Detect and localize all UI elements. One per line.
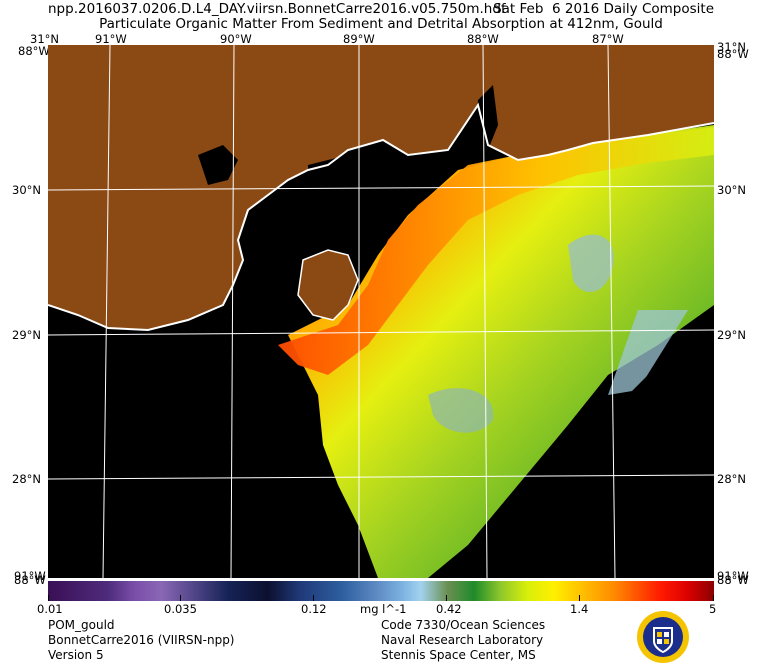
colorbar-tick — [713, 595, 714, 601]
org-name: Naval Research Laboratory — [381, 633, 544, 647]
lake — [476, 85, 498, 150]
image-date: Sat Feb 6 2016 Daily Composite — [493, 1, 714, 17]
lat-label-30n-right: 30°N — [717, 183, 746, 197]
lat-label-29n-left: 29°N — [12, 328, 41, 342]
region-sensor: BonnetCarre2016 (VIIRSN-npp) — [48, 633, 235, 647]
product-title: Particulate Organic Matter From Sediment… — [99, 16, 663, 32]
land — [48, 45, 714, 330]
corner-label-bottom-left-2: 88°W — [14, 573, 46, 587]
lon-label-91w: 91°W — [95, 32, 127, 46]
lat-label-31n-right: 31°N — [717, 40, 746, 54]
colorbar-tick — [180, 595, 181, 601]
org-location: Stennis Space Center, MS — [381, 648, 536, 662]
cloud-streak — [548, 335, 714, 525]
colorbar-label-0.12: 0.12 — [301, 602, 327, 616]
colorbar-tick — [579, 595, 580, 601]
delta-land — [298, 250, 358, 320]
lat-label-28n-right: 28°N — [717, 472, 746, 486]
nrl-seal-icon — [636, 610, 690, 664]
lat-line-29n — [48, 329, 714, 336]
colorbar-tick — [48, 595, 49, 601]
pale-patch — [568, 234, 614, 292]
corner-label-bottom-right-2: 88°W — [717, 573, 749, 587]
lon-label-87w: 87°W — [592, 32, 624, 46]
colorbar-units: mg l^-1 — [360, 602, 407, 616]
lat-label-28n-left: 28°N — [12, 472, 41, 486]
coastline — [48, 102, 714, 332]
lon-line-88w — [482, 45, 488, 578]
wetland — [308, 155, 383, 220]
colorbar-label-5: 5 — [709, 602, 717, 616]
lon-line-91w — [102, 45, 111, 578]
version: Version 5 — [48, 648, 104, 662]
corner-label-bottom-right: 91°W — [717, 569, 749, 583]
corner-label-top-left: 88°W — [18, 44, 50, 58]
lon-label-90w: 90°W — [220, 32, 252, 46]
colorbar-label-0.42: 0.42 — [436, 602, 462, 616]
lon-label-89w: 89°W — [343, 32, 375, 46]
colorbar-label-0.01: 0.01 — [37, 602, 63, 616]
lat-label-29n-right: 29°N — [717, 328, 746, 342]
file-name: npp.2016037.0206.D.L4_DAY.viirsn.BonnetC… — [48, 1, 506, 17]
lat-line-30n — [48, 185, 714, 191]
colorbar-label-1.4: 1.4 — [570, 602, 589, 616]
wetland-2 — [198, 145, 238, 185]
lon-label-88w: 88°W — [467, 32, 499, 46]
colorbar-label-0.035: 0.035 — [164, 602, 197, 616]
lon-line-90w — [230, 45, 235, 578]
coastline-delta — [297, 249, 359, 321]
pale-streak — [608, 310, 688, 395]
product-name: POM_gould — [48, 618, 115, 632]
coastal-plume — [278, 127, 714, 375]
colorbar-tick — [446, 595, 447, 601]
corner-label-top-right: 88°W — [717, 47, 749, 61]
org-code: Code 7330/Ocean Sciences — [381, 618, 546, 632]
lon-line-87w — [607, 45, 616, 578]
colorbar-tick — [313, 595, 314, 601]
cloud-streak-2 — [508, 475, 593, 555]
pale-patch-2 — [428, 388, 494, 433]
corner-label-bottom-left: 91°W — [14, 569, 46, 583]
graticule — [48, 45, 714, 578]
lat-line-28n — [48, 474, 714, 480]
map-image — [48, 45, 714, 578]
colorbar — [48, 581, 714, 601]
lat-label-31n-left: 31°N — [30, 32, 59, 46]
satellite-map — [48, 45, 714, 578]
lat-label-30n-left: 30°N — [12, 183, 41, 197]
